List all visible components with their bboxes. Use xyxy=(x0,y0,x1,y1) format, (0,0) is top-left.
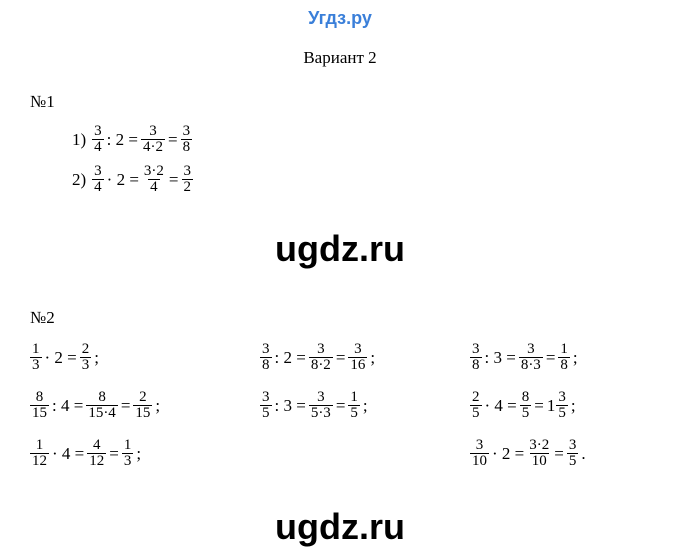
fraction: 35 xyxy=(260,390,272,421)
fraction: 85 xyxy=(520,390,532,421)
operator-text: ; xyxy=(573,348,578,368)
operator-text: : 3 = xyxy=(485,348,516,368)
item-number: 2) xyxy=(72,170,86,190)
fraction: 215 xyxy=(133,390,152,421)
fraction: 815·4 xyxy=(86,390,118,421)
operator-text: = xyxy=(109,444,119,464)
operator-text: ; xyxy=(155,396,160,416)
brand-header: Угдз.ру xyxy=(308,8,372,29)
operator-text: ; xyxy=(363,396,368,416)
operator-text: ; xyxy=(94,348,99,368)
p2-r1c2: 38: 2 =38·2=316; xyxy=(260,342,378,373)
operator-text: · 2 = xyxy=(107,170,139,190)
p2-r3c3: 310· 2 =3·210=35. xyxy=(470,438,589,469)
p2-r1c1: 13· 2 =23; xyxy=(30,342,102,373)
fraction: 38·3 xyxy=(519,342,543,373)
p2-r3c1: 112· 4 =412=13; xyxy=(30,438,144,469)
fraction: 3·24 xyxy=(142,164,166,195)
operator-text: ; xyxy=(136,444,141,464)
fraction: 35 xyxy=(567,438,579,469)
fraction: 38 xyxy=(470,342,482,373)
fraction: 310 xyxy=(470,438,489,469)
operator-text: = xyxy=(534,396,544,416)
fraction: 815 xyxy=(30,390,49,421)
fraction: 412 xyxy=(87,438,106,469)
fraction: 23 xyxy=(80,342,92,373)
fraction: 38·2 xyxy=(309,342,333,373)
operator-text: = xyxy=(336,348,346,368)
operator-text: = xyxy=(169,170,179,190)
fraction: 316 xyxy=(348,342,367,373)
watermark-bottom: ugdz.ru xyxy=(275,506,405,548)
watermark-mid: ugdz.ru xyxy=(275,228,405,270)
operator-text: : 3 = xyxy=(275,396,306,416)
p2-r2c2: 35: 3 =35·3=15; xyxy=(260,390,371,421)
fraction: 18 xyxy=(558,342,570,373)
operator-text: = xyxy=(121,396,131,416)
operator-text: = xyxy=(546,348,556,368)
fraction: 13 xyxy=(122,438,134,469)
fraction: 32 xyxy=(182,164,194,195)
fraction: 34 xyxy=(92,164,104,195)
fraction: 34 xyxy=(92,124,104,155)
fraction: 35 xyxy=(556,390,568,421)
problem1-line2: 2) 34· 2 =3·24=32 xyxy=(72,164,193,195)
operator-text: : 4 = xyxy=(52,396,83,416)
operator-text: · 4 = xyxy=(485,396,517,416)
fraction: 112 xyxy=(30,438,49,469)
p2-r2c3: 25· 4 =85=135; xyxy=(470,390,579,421)
operator-text: . xyxy=(581,444,585,464)
fraction: 34·2 xyxy=(141,124,165,155)
fraction: 38 xyxy=(181,124,193,155)
operator-text: = xyxy=(168,130,178,150)
operator-text: · 2 = xyxy=(492,444,524,464)
operator-text: ; xyxy=(571,396,576,416)
p2-r1c3: 38: 3 =38·3=18; xyxy=(470,342,581,373)
fraction: 38 xyxy=(260,342,272,373)
fraction: 15 xyxy=(348,390,360,421)
operator-text: = xyxy=(336,396,346,416)
fraction: 25 xyxy=(470,390,482,421)
operator-text: = xyxy=(554,444,564,464)
variant-title: Вариант 2 xyxy=(303,48,376,68)
operator-text: · 4 = xyxy=(52,444,84,464)
problem1-label: №1 xyxy=(30,92,55,112)
item-number: 1) xyxy=(72,130,86,150)
operator-text: : 2 = xyxy=(107,130,138,150)
mixed-whole: 1 xyxy=(547,396,556,416)
operator-text: ; xyxy=(370,348,375,368)
operator-text: · 2 = xyxy=(45,348,77,368)
operator-text: : 2 = xyxy=(275,348,306,368)
fraction: 35·3 xyxy=(309,390,333,421)
problem1-line1: 1) 34: 2 =34·2=38 xyxy=(72,124,192,155)
problem2-label: №2 xyxy=(30,308,55,328)
fraction: 3·210 xyxy=(527,438,551,469)
p2-r2c1: 815: 4 =815·4=215; xyxy=(30,390,163,421)
fraction: 13 xyxy=(30,342,42,373)
